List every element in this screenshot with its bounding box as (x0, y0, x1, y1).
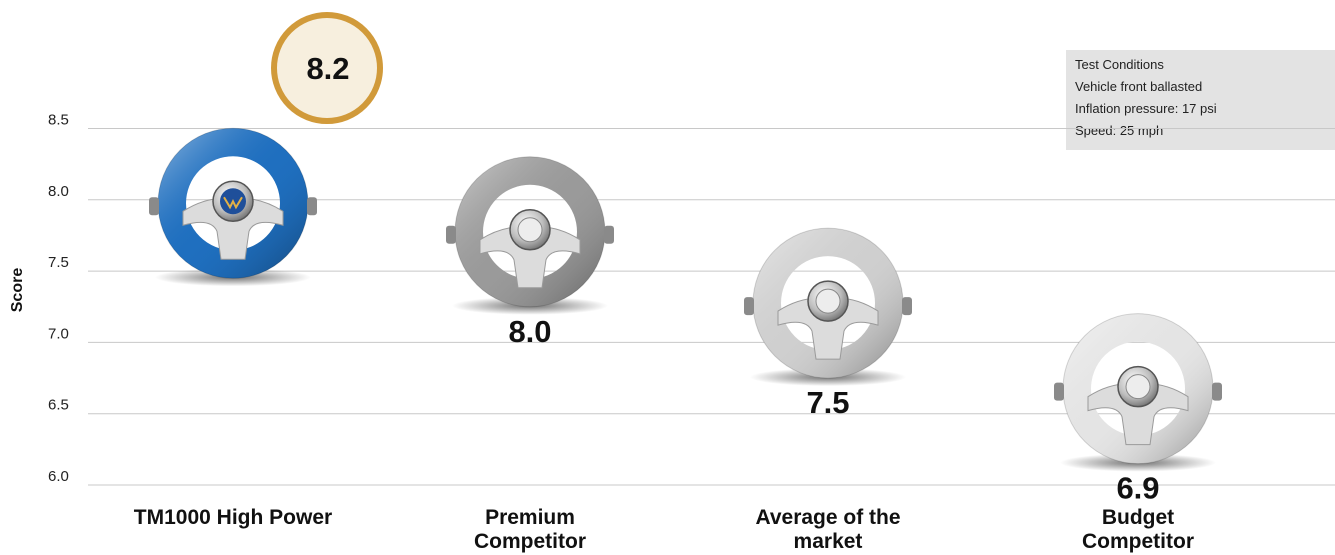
y-tick-label: 6.5 (48, 397, 69, 414)
y-tick-label: 8.5 (48, 112, 69, 129)
test-conditions-line: Inflation pressure: 17 psi (1075, 101, 1217, 116)
steering-wheel-marker (446, 156, 614, 315)
x-category-label: TM1000 High Power (134, 506, 332, 529)
highlight-badge (271, 12, 383, 124)
test-conditions-line: Vehicle front ballasted (1075, 79, 1203, 94)
y-tick-label: 7.5 (48, 254, 69, 271)
steering-wheel-marker (744, 227, 912, 387)
y-tick-label: 7.0 (48, 325, 69, 342)
value-label: 6.9 (1116, 471, 1159, 506)
x-category-label: Premium Competitor (474, 506, 586, 553)
x-category-label: Budget Competitor (1082, 506, 1194, 553)
value-label: 7.5 (806, 385, 849, 420)
test-conditions-line: Speed: 25 mph (1075, 123, 1164, 138)
test-conditions-box (1066, 50, 1335, 150)
test-conditions-title: Test Conditions (1075, 57, 1164, 72)
value-label: 8.0 (508, 314, 551, 349)
steering-wheel-marker (1054, 313, 1222, 472)
steering-wheel-marker (149, 127, 317, 287)
y-axis-label: Score (9, 268, 26, 313)
value-label: 8.2 (306, 51, 349, 86)
y-tick-label: 8.0 (48, 183, 69, 200)
y-tick-label: 6.0 (48, 468, 69, 485)
x-category-label: Average of the market (755, 506, 900, 553)
